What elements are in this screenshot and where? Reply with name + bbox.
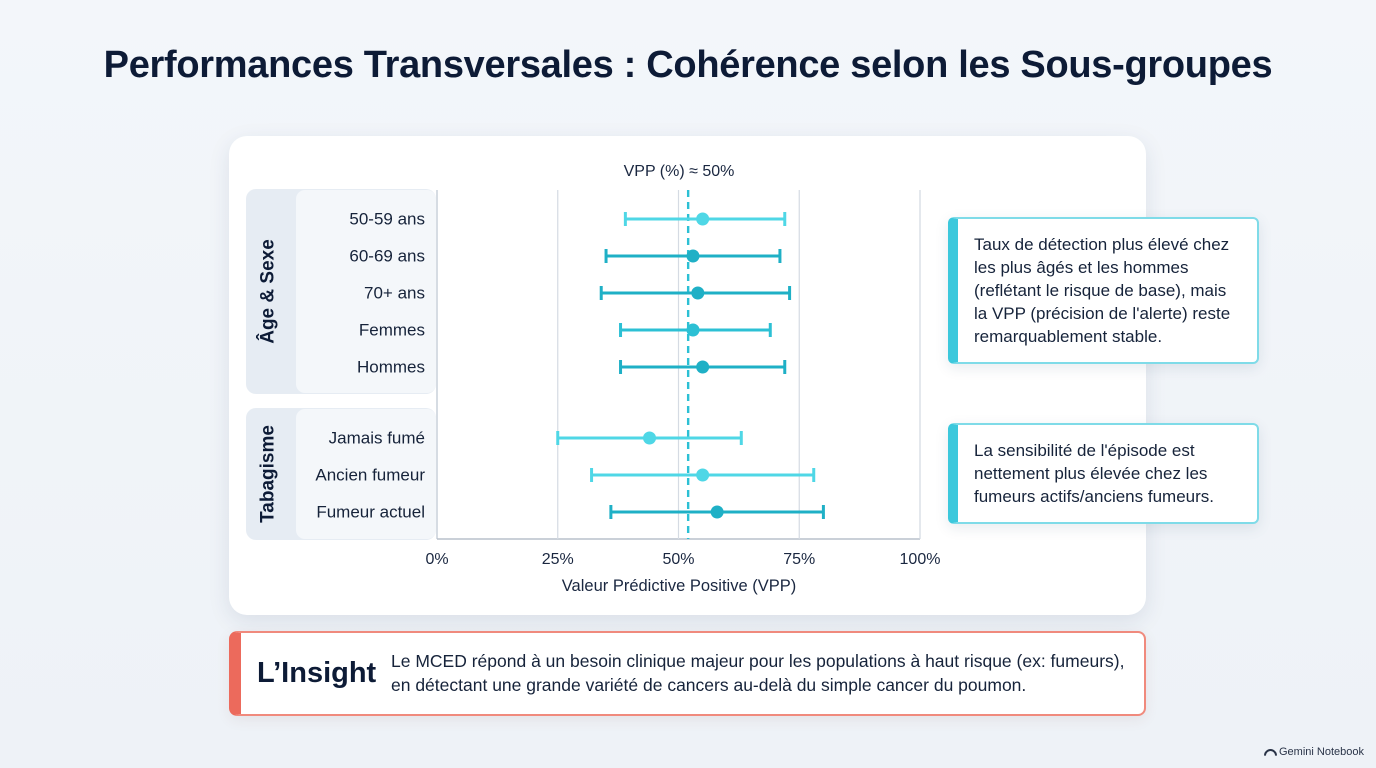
point-estimate <box>686 323 700 337</box>
callout-age-sex-text: Taux de détection plus élevé chez les pl… <box>974 235 1231 346</box>
row-label: Hommes <box>357 358 425 377</box>
row-label: Fumeur actuel <box>316 503 425 522</box>
brand-label: Gemini Notebook <box>1279 746 1364 758</box>
point-estimate <box>696 468 710 482</box>
point-estimate <box>710 505 724 519</box>
chart-card: Âge & Sexe Tabagisme VPP (%) ≈ 50% 0% 25% 50%… <box>229 136 1146 615</box>
row-label: Ancien fumeur <box>315 466 425 485</box>
row-label: 60-69 ans <box>349 247 425 266</box>
x-tick-label: 25% <box>542 551 574 568</box>
group-panel-inner <box>296 409 436 539</box>
insight-label: L’Insight <box>257 657 377 689</box>
reference-label: VPP (%) ≈ 50% <box>624 163 735 180</box>
point-estimate <box>686 249 700 263</box>
x-axis-label: Valeur Prédictive Positive (VPP) <box>562 577 796 595</box>
insight-box: L’Insight Le MCED répond à un besoin cli… <box>229 631 1146 716</box>
page-title: Performances Transversales : Cohérence s… <box>103 44 1273 86</box>
point-estimate <box>691 286 705 300</box>
row-label: Femmes <box>359 321 425 340</box>
x-tick-label: 100% <box>900 551 941 568</box>
x-tick-label: 75% <box>783 551 815 568</box>
row-label: 50-59 ans <box>349 210 425 229</box>
point-estimate <box>696 360 710 374</box>
brand-badge: Gemini Notebook <box>1264 746 1364 758</box>
group-label: Âge & Sexe <box>257 239 279 344</box>
row-label: Jamais fumé <box>329 429 425 448</box>
group-panel-inner <box>296 190 436 393</box>
callout-smoking-text: La sensibilité de l'épisode est nettemen… <box>974 441 1214 506</box>
callout-smoking: La sensibilité de l'épisode est nettemen… <box>948 423 1259 524</box>
gemini-logo-icon <box>1264 749 1275 756</box>
forest-plot: Âge & Sexe Tabagisme VPP (%) ≈ 50% 0% 25% 50%… <box>246 163 941 595</box>
group-label: Tabagisme <box>258 425 279 523</box>
x-tick-label: 50% <box>662 551 694 568</box>
point-estimate <box>696 212 710 226</box>
insight-text: Le MCED répond à un besoin clinique maje… <box>391 651 1125 695</box>
callout-age-sex: Taux de détection plus élevé chez les pl… <box>948 217 1259 364</box>
point-estimate <box>643 431 657 445</box>
row-label: 70+ ans <box>364 284 425 303</box>
x-tick-label: 0% <box>425 551 448 568</box>
